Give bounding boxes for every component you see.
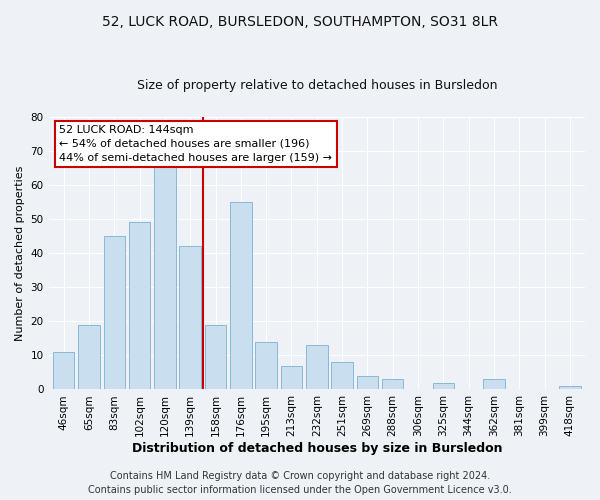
Bar (306, 345, 328, 390)
Text: Contains HM Land Registry data © Crown copyright and database right 2024.
Contai: Contains HM Land Registry data © Crown c… (88, 471, 512, 495)
Bar (483, 379, 505, 390)
Bar (331, 362, 353, 390)
Bar (205, 324, 226, 390)
Text: 52, LUCK ROAD, BURSLEDON, SOUTHAMPTON, SO31 8LR: 52, LUCK ROAD, BURSLEDON, SOUTHAMPTON, S… (102, 15, 498, 29)
Title: Size of property relative to detached houses in Bursledon: Size of property relative to detached ho… (137, 79, 497, 92)
Bar (53, 352, 74, 390)
X-axis label: Distribution of detached houses by size in Bursledon: Distribution of detached houses by size … (131, 442, 502, 455)
Bar (281, 366, 302, 390)
Bar (104, 236, 125, 390)
Bar (129, 222, 151, 390)
Bar (78, 324, 100, 390)
Bar (559, 386, 581, 390)
Bar (154, 164, 176, 390)
Text: 52 LUCK ROAD: 144sqm
← 54% of detached houses are smaller (196)
44% of semi-deta: 52 LUCK ROAD: 144sqm ← 54% of detached h… (59, 125, 332, 163)
Bar (230, 202, 251, 390)
Bar (179, 246, 201, 390)
Bar (433, 382, 454, 390)
Bar (356, 376, 378, 390)
Bar (256, 342, 277, 390)
Y-axis label: Number of detached properties: Number of detached properties (15, 166, 25, 341)
Bar (382, 379, 403, 390)
